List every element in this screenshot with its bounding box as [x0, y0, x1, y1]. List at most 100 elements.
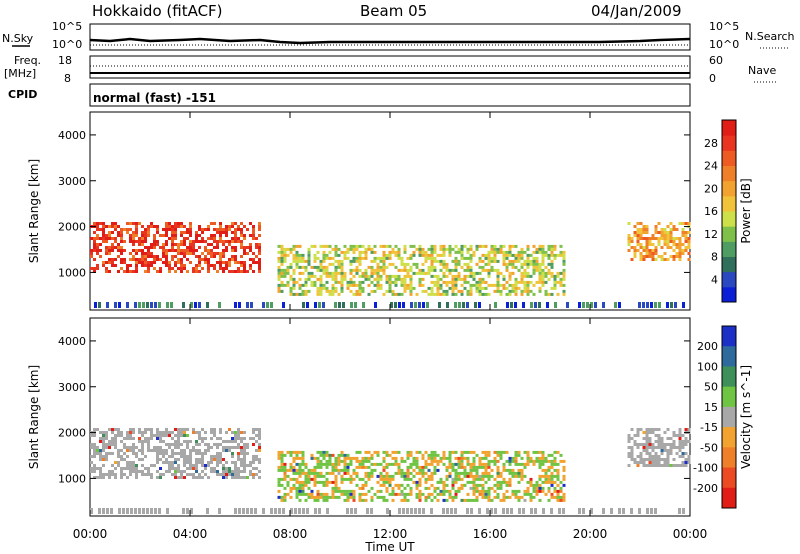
echo-cell	[415, 265, 419, 269]
echo-cell	[636, 464, 640, 467]
echo-cell	[403, 498, 407, 502]
echo-cell	[213, 434, 216, 437]
echo-cell	[165, 225, 168, 228]
echo-cell	[651, 237, 655, 240]
echo-cell	[466, 274, 470, 278]
echo-cell	[490, 247, 494, 251]
echo-cell	[442, 456, 446, 460]
ground-scatter-strip	[90, 508, 685, 514]
echo-cell	[174, 446, 177, 449]
echo-cell	[319, 495, 323, 499]
echo-cell	[252, 261, 255, 264]
echo-cell	[228, 270, 231, 273]
echo-cell	[678, 222, 682, 225]
echo-cell	[331, 480, 335, 484]
echo-cell	[105, 473, 108, 476]
echo-cell	[678, 243, 682, 246]
echo-cell	[430, 462, 434, 466]
echo-cell	[379, 259, 383, 263]
echo-cell	[481, 474, 485, 478]
echo-cell	[316, 289, 320, 293]
echo-cell	[550, 474, 554, 478]
echo-cell	[445, 483, 449, 487]
echo-cell	[382, 271, 386, 275]
echo-cell	[535, 256, 539, 260]
echo-cell	[651, 252, 655, 255]
echo-cell	[439, 456, 443, 460]
echo-cell	[400, 456, 404, 460]
echo-cell	[645, 449, 649, 452]
echo-cell	[147, 252, 150, 255]
echo-cell	[90, 267, 93, 270]
colorbar-swatch	[722, 226, 736, 242]
echo-cell	[379, 256, 383, 260]
echo-cell	[237, 452, 240, 455]
echo-cell	[153, 446, 156, 449]
echo-cell	[427, 492, 431, 496]
echo-cell	[472, 468, 476, 472]
echo-cell	[636, 228, 640, 231]
echo-cell	[346, 283, 350, 287]
echo-cell	[424, 462, 428, 466]
echo-cell	[687, 222, 691, 225]
echo-cell	[307, 468, 311, 472]
echo-cell	[538, 268, 542, 272]
echo-cell	[409, 453, 413, 457]
echo-cell	[331, 256, 335, 260]
echo-cell	[544, 468, 548, 472]
echo-cell	[225, 246, 228, 249]
echo-cell	[328, 250, 332, 254]
echo-cell	[451, 498, 455, 502]
echo-cell	[460, 292, 464, 296]
scatter-cell	[326, 508, 329, 514]
echo-cell	[496, 495, 500, 499]
echo-cell	[228, 467, 231, 470]
echo-cell	[397, 471, 401, 475]
echo-cell	[111, 258, 114, 261]
echo-cell	[523, 283, 527, 287]
echo-cell	[213, 455, 216, 458]
echo-cell	[204, 261, 207, 264]
echo-cell	[451, 286, 455, 290]
echo-cell	[144, 234, 147, 237]
echo-cell	[340, 450, 344, 454]
echo-cell	[304, 259, 308, 263]
echo-cell	[427, 486, 431, 490]
y-tick-label: 2000	[58, 221, 86, 234]
echo-cell	[514, 277, 518, 281]
echo-cell	[298, 244, 302, 248]
echo-cell	[385, 277, 389, 281]
echo-cell	[433, 468, 437, 472]
echo-cell	[469, 274, 473, 278]
echo-cell	[129, 434, 132, 437]
echo-cell	[198, 255, 201, 258]
echo-cell	[343, 492, 347, 496]
echo-cell	[147, 270, 150, 273]
echo-cell	[165, 264, 168, 267]
echo-cell	[298, 474, 302, 478]
echo-cell	[642, 249, 646, 252]
scatter-cell	[442, 508, 445, 514]
echo-cell	[499, 456, 503, 460]
echo-cell	[298, 471, 302, 475]
echo-cell	[484, 256, 488, 260]
echo-cell	[213, 252, 216, 255]
echo-cell	[472, 274, 476, 278]
echo-cell	[421, 468, 425, 472]
echo-cell	[382, 265, 386, 269]
scatter-cell	[314, 302, 317, 308]
echo-cell	[198, 452, 201, 455]
scatter-cell	[682, 302, 685, 308]
echo-cell	[553, 459, 557, 463]
echo-cell	[180, 476, 183, 479]
echo-cell	[523, 262, 527, 266]
echo-cell	[442, 462, 446, 466]
echo-cell	[430, 286, 434, 290]
echo-cell	[252, 473, 255, 476]
echo-cell	[541, 253, 545, 257]
echo-cell	[442, 498, 446, 502]
echo-cell	[280, 462, 284, 466]
echo-cell	[129, 467, 132, 470]
echo-cell	[475, 244, 479, 248]
